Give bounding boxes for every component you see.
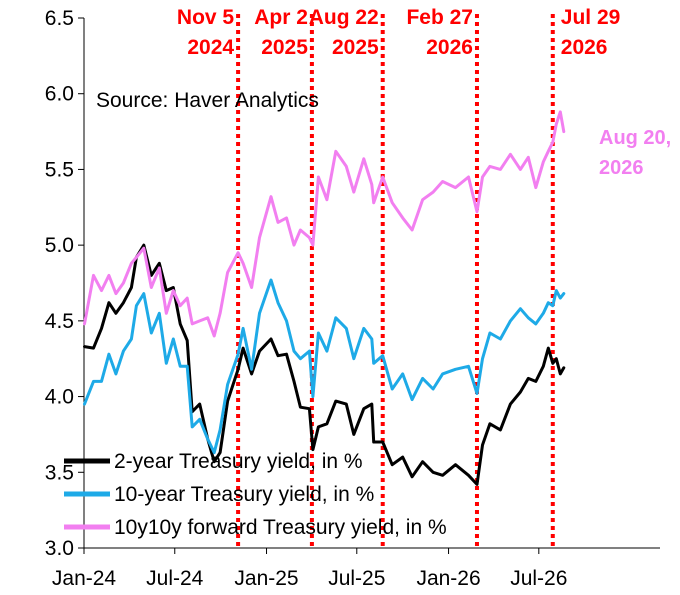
event-label-year: 2025 xyxy=(261,36,308,59)
series-line-ten_year xyxy=(83,278,566,455)
x-axis-ticks: Jan-24 Jul-24 Jan-25 Jul-25 Jan-26 Jul-26 xyxy=(52,548,567,590)
y-tick-label: 3.0 xyxy=(45,537,74,560)
event-label-year: 2024 xyxy=(187,36,234,59)
x-tick-label: Jul-26 xyxy=(510,567,567,590)
event-label-year: 2026 xyxy=(561,36,608,59)
event-label-date: Jul 29 xyxy=(561,6,621,29)
x-tick-label: Jan-26 xyxy=(416,567,480,590)
end-annotation-line1: Aug 20, xyxy=(599,127,671,149)
x-tick-label: Jan-24 xyxy=(52,567,117,590)
y-tick-label: 6.5 xyxy=(45,7,74,30)
event-label-year: 2026 xyxy=(426,36,473,59)
y-tick-label: 4.0 xyxy=(45,386,74,409)
event-label-year: 2025 xyxy=(332,36,379,59)
end-annotation: Aug 20, 2026 xyxy=(599,127,671,179)
event-label-date: Feb 27 xyxy=(406,6,473,29)
series-line-forward xyxy=(83,110,566,338)
y-tick-label: 5.0 xyxy=(45,234,74,257)
x-tick-label: Jul-24 xyxy=(146,567,204,590)
y-tick-label: 5.5 xyxy=(45,158,74,181)
x-tick-label: Jul-25 xyxy=(328,567,385,590)
y-tick-label: 4.5 xyxy=(45,310,74,333)
event-label-date: Aug 22 xyxy=(309,6,379,29)
legend-label-forward: 10y10y forward Treasury yield, in % xyxy=(114,516,447,539)
series-lines xyxy=(83,110,566,486)
legend: 2-year Treasury yield, in % 10-year Treas… xyxy=(64,450,447,539)
y-tick-label: 3.5 xyxy=(45,461,74,484)
event-label-date: Nov 5 xyxy=(177,6,235,29)
end-annotation-line2: 2026 xyxy=(599,157,644,179)
event-label-date: Apr 2 xyxy=(254,6,308,29)
y-tick-label: 6.0 xyxy=(45,83,74,106)
source-label: Source: Haver Analytics xyxy=(96,89,319,112)
series-line-two_year xyxy=(83,243,566,486)
legend-label-ten_year: 10-year Treasury yield, in % xyxy=(114,483,374,506)
x-tick-label: Jan-25 xyxy=(234,567,298,590)
y-axis-ticks: 3.0 3.5 4.0 4.5 5.0 5.5 6.0 6.5 xyxy=(45,7,84,560)
legend-label-two_year: 2-year Treasury yield, in % xyxy=(114,450,363,473)
